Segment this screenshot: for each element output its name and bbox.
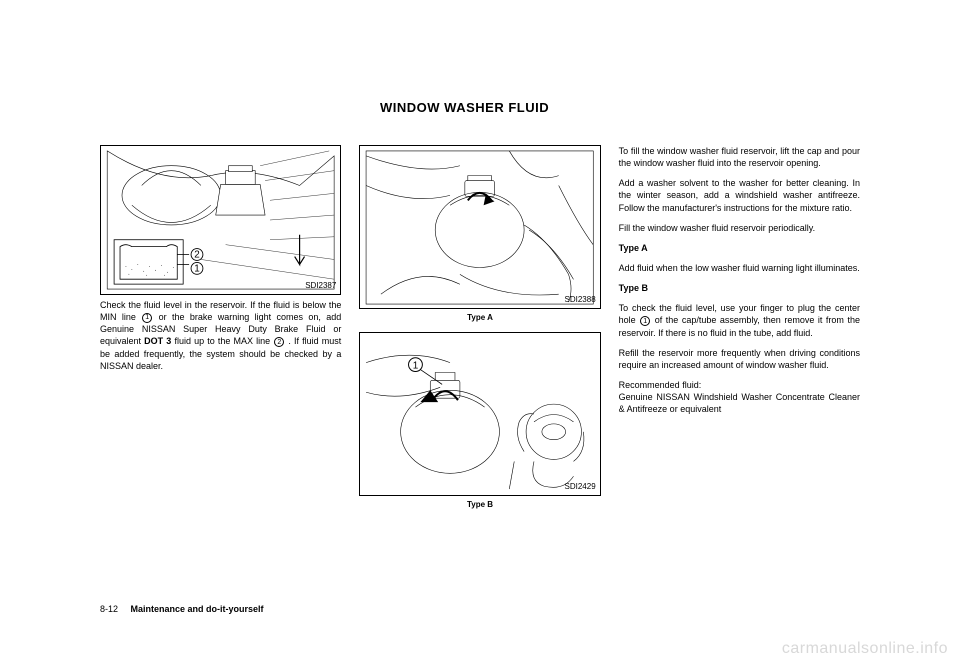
col3-typeB-p2: Refill the reservoir more frequently whe… [619, 347, 860, 371]
text-bold: DOT 3 [144, 336, 171, 346]
page-footer: 8-12 Maintenance and do-it-yourself [100, 604, 264, 614]
fig1-marker2: 2 [194, 249, 199, 260]
text: of the cap/tube assembly, then remove it… [619, 315, 860, 337]
column-1: 2 1 SDI2387 Check the fluid level in the… [100, 145, 341, 511]
chapter-title: Maintenance and do-it-yourself [131, 604, 264, 614]
col3-p1: To fill the window washer fluid reservoi… [619, 145, 860, 169]
column-3: To fill the window washer fluid reservoi… [619, 145, 860, 511]
figure-2: SDI2388 [359, 145, 600, 309]
figure-3-label: SDI2429 [565, 482, 596, 493]
figure-1: 2 1 SDI2387 [100, 145, 341, 295]
watermark: carmanualsonline.info [782, 640, 948, 658]
col3-rec-p: Genuine NISSAN Windshield Washer Concent… [619, 391, 860, 415]
col3-typeB-heading: Type B [619, 282, 860, 294]
col3-p3: Fill the window washer fluid reservoir p… [619, 222, 860, 234]
fig1-marker1: 1 [194, 263, 199, 274]
text: fluid up to the MAX line [174, 336, 273, 346]
figure-3: 1 SDI2429 [359, 332, 600, 496]
figure-3-caption: Type B [359, 500, 600, 511]
section-title: WINDOW WASHER FLUID [380, 100, 549, 115]
figure-1-label: SDI2387 [305, 281, 336, 292]
column-2: SDI2388 Type A [359, 145, 600, 511]
fig3-marker1: 1 [413, 360, 418, 371]
col3-p2: Add a washer solvent to the washer for b… [619, 177, 860, 213]
page-content: WINDOW WASHER FLUID [100, 100, 860, 614]
figure-2-caption: Type A [359, 313, 600, 324]
col3-typeA-heading: Type A [619, 242, 860, 254]
col3-typeA-p: Add fluid when the low washer fluid warn… [619, 262, 860, 274]
marker-2-icon: 2 [274, 337, 284, 347]
col1-para1: Check the fluid level in the reservoir. … [100, 299, 341, 372]
col3-rec-heading: Recommended fluid: [619, 379, 860, 391]
columns: 2 1 SDI2387 Check the fluid level in the… [100, 145, 860, 511]
marker-1-icon: 1 [142, 313, 152, 323]
figure-2-label: SDI2388 [565, 295, 596, 306]
marker-1-icon: 1 [640, 316, 650, 326]
col3-typeB-p1: To check the fluid level, use your finge… [619, 302, 860, 338]
page-number: 8-12 [100, 604, 118, 614]
